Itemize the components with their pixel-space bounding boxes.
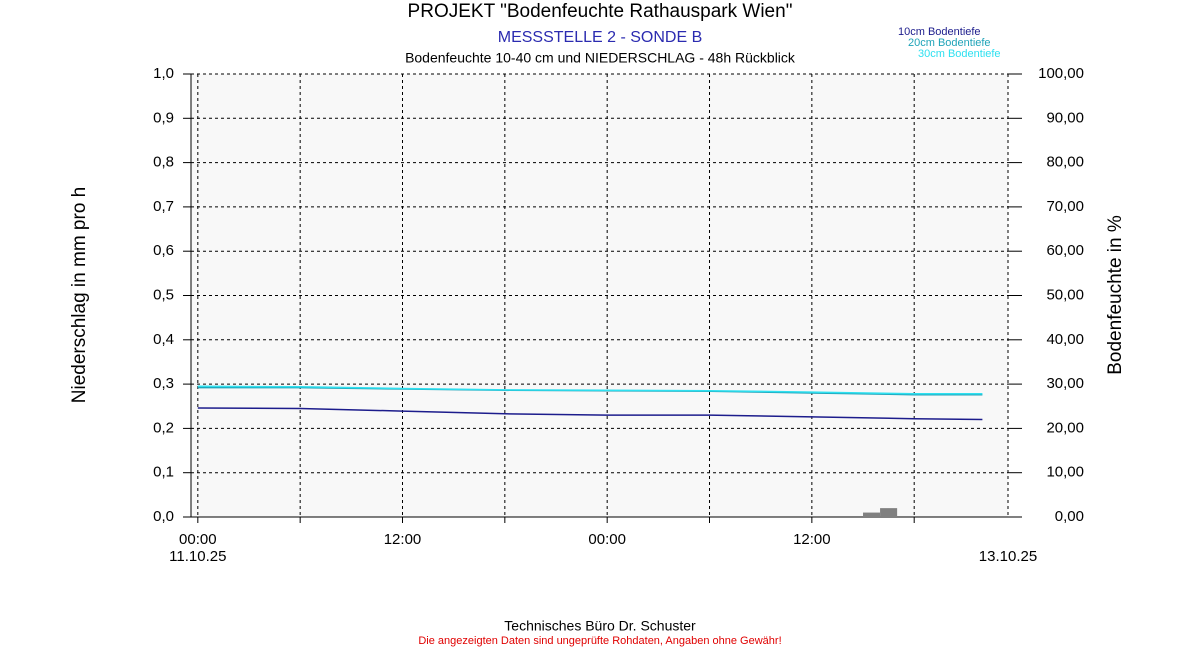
y-axis-label: Niederschlag in mm pro h [69, 187, 90, 403]
chart-description: Bodenfeuchte 10-40 cm und NIEDERSCHLAG -… [405, 50, 796, 66]
x-tick-label: 12:00 [793, 531, 831, 548]
y2-tick-label: 20,00 [1046, 419, 1084, 436]
legend-entry: 20cm Bodentiefe [908, 37, 991, 49]
y2-tick-label: 80,00 [1046, 154, 1084, 171]
y-tick-label: 0,9 [153, 109, 174, 126]
series-line [197, 407, 983, 421]
x-date-label: 11.10.25 [169, 548, 226, 565]
y-tick-label: 0,6 [153, 242, 174, 259]
y-tick-label: 0,3 [153, 375, 174, 392]
footer: Technisches Büro Dr. Schuster [504, 618, 696, 634]
y-tick-label: 0,2 [153, 419, 174, 436]
y-tick-label: 1,0 [153, 65, 174, 82]
y2-tick-label: 70,00 [1046, 198, 1084, 215]
y2-tick-label: 10,00 [1046, 464, 1084, 481]
x-tick-label: 12:00 [384, 531, 422, 548]
x-tick-label: 00:00 [179, 531, 217, 548]
chart-title: PROJEKT "Bodenfeuchte Rathauspark Wien" [408, 1, 793, 22]
legend-entry: 30cm Bodentiefe [918, 48, 1001, 60]
precipitation-bar [880, 508, 898, 517]
y-tick-label: 0,4 [153, 331, 174, 348]
y2-tick-label: 0,00 [1055, 508, 1084, 525]
x-tick-label: 00:00 [588, 531, 626, 548]
y-tick-label: 0,8 [153, 154, 174, 171]
y-tick-label: 0,7 [153, 198, 174, 215]
y2-tick-label: 100,00 [1038, 65, 1084, 82]
disclaimer: Die angezeigten Daten sind ungeprüfte Ro… [418, 635, 781, 647]
y2-tick-label: 40,00 [1046, 331, 1084, 348]
y2-tick-label: 60,00 [1046, 242, 1084, 259]
x-date-label: 13.10.25 [979, 548, 1037, 565]
y2-axis-label: Bodenfeuchte in % [1105, 215, 1126, 375]
y-tick-label: 0,1 [153, 464, 174, 481]
y2-tick-label: 50,00 [1046, 286, 1084, 303]
legend-entry: 10cm Bodentiefe [898, 26, 981, 38]
y2-tick-label: 90,00 [1046, 109, 1084, 126]
precipitation-bar [863, 512, 881, 517]
y-tick-label: 0,0 [153, 508, 174, 525]
chart-subtitle: MESSSTELLE 2 - SONDE B [498, 29, 703, 46]
y-tick-label: 0,5 [153, 286, 174, 303]
y2-tick-label: 30,00 [1046, 375, 1084, 392]
series-line [197, 385, 983, 395]
